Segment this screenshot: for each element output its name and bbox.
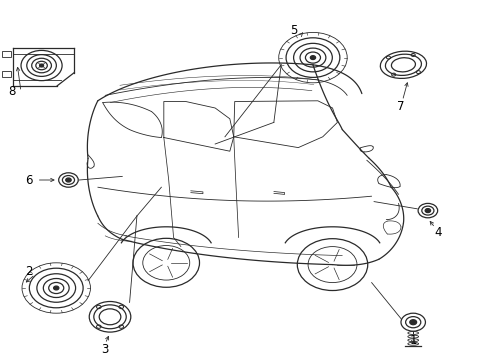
Text: 3: 3 (101, 343, 109, 356)
Text: 4: 4 (433, 226, 441, 239)
Circle shape (424, 208, 430, 213)
Circle shape (40, 64, 43, 67)
Circle shape (54, 286, 59, 290)
Text: 8: 8 (8, 85, 16, 98)
Circle shape (409, 320, 416, 325)
Circle shape (310, 56, 315, 59)
Text: 2: 2 (25, 265, 33, 278)
Text: 7: 7 (396, 100, 404, 113)
Text: 6: 6 (25, 174, 33, 186)
Text: 1: 1 (408, 334, 416, 347)
Text: 5: 5 (289, 24, 297, 37)
Circle shape (65, 178, 71, 182)
